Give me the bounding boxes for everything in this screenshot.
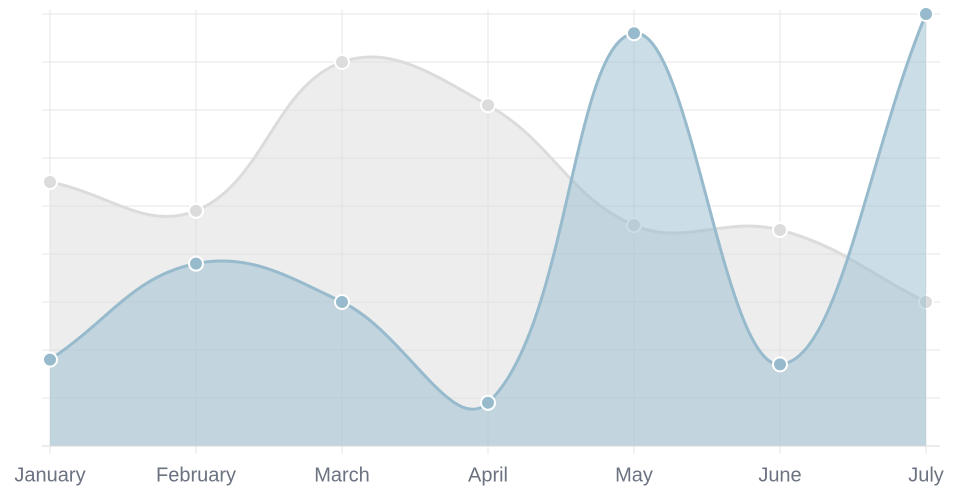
series-area bbox=[50, 14, 926, 446]
data-point bbox=[480, 97, 496, 114]
data-point bbox=[918, 6, 934, 22]
series-line bbox=[49, 13, 928, 411]
data-point bbox=[188, 255, 204, 272]
data-point bbox=[42, 174, 58, 190]
data-point bbox=[188, 202, 204, 219]
x-tick-label: February bbox=[156, 464, 236, 486]
x-tick-label: March bbox=[314, 464, 370, 486]
data-point bbox=[334, 54, 350, 70]
data-point bbox=[480, 394, 496, 411]
x-tick-label: May bbox=[615, 464, 653, 486]
x-tick-label: June bbox=[758, 464, 801, 486]
x-tick-label: July bbox=[908, 464, 944, 486]
data-point bbox=[42, 351, 58, 368]
data-point bbox=[772, 356, 788, 373]
data-point bbox=[626, 25, 642, 42]
data-point bbox=[772, 222, 788, 238]
data-point bbox=[334, 294, 350, 310]
x-tick-label: April bbox=[468, 464, 508, 486]
x-tick-label: January bbox=[14, 464, 85, 486]
